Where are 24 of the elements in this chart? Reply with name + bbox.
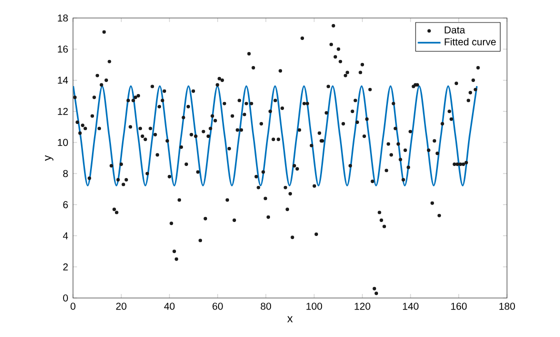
y-tick-label: 14 (58, 76, 68, 84)
y-tick-label: 18 (58, 14, 68, 22)
y-tick-label: 0 (63, 294, 68, 302)
x-tick-label: 160 (451, 302, 467, 310)
x-tick-label: 60 (212, 302, 223, 310)
y-tick-label: 6 (63, 201, 68, 208)
x-tick-label: 0 (70, 302, 76, 310)
y-tick-label: 8 (63, 170, 68, 178)
y-tick-label: 16 (58, 46, 68, 53)
x-tick-label: 100 (306, 302, 322, 310)
x-tick-label: 40 (164, 302, 175, 310)
legend-label: Fitted curve (444, 38, 496, 46)
x-tick-label: 120 (354, 302, 370, 310)
y-tick-label: 10 (58, 138, 68, 146)
legend-label: Data (444, 26, 466, 34)
y-tick-label: 2 (63, 263, 68, 270)
x-tick-label: 20 (116, 302, 126, 310)
x-tick-label: 140 (402, 302, 418, 310)
y-tick-label: 12 (58, 108, 68, 115)
y-axis-title: y (45, 155, 54, 161)
x-tick-label: 80 (260, 302, 272, 310)
x-axis-title: x (287, 316, 293, 322)
x-tick-label: 180 (499, 302, 515, 310)
y-tick-label: 4 (62, 232, 68, 240)
